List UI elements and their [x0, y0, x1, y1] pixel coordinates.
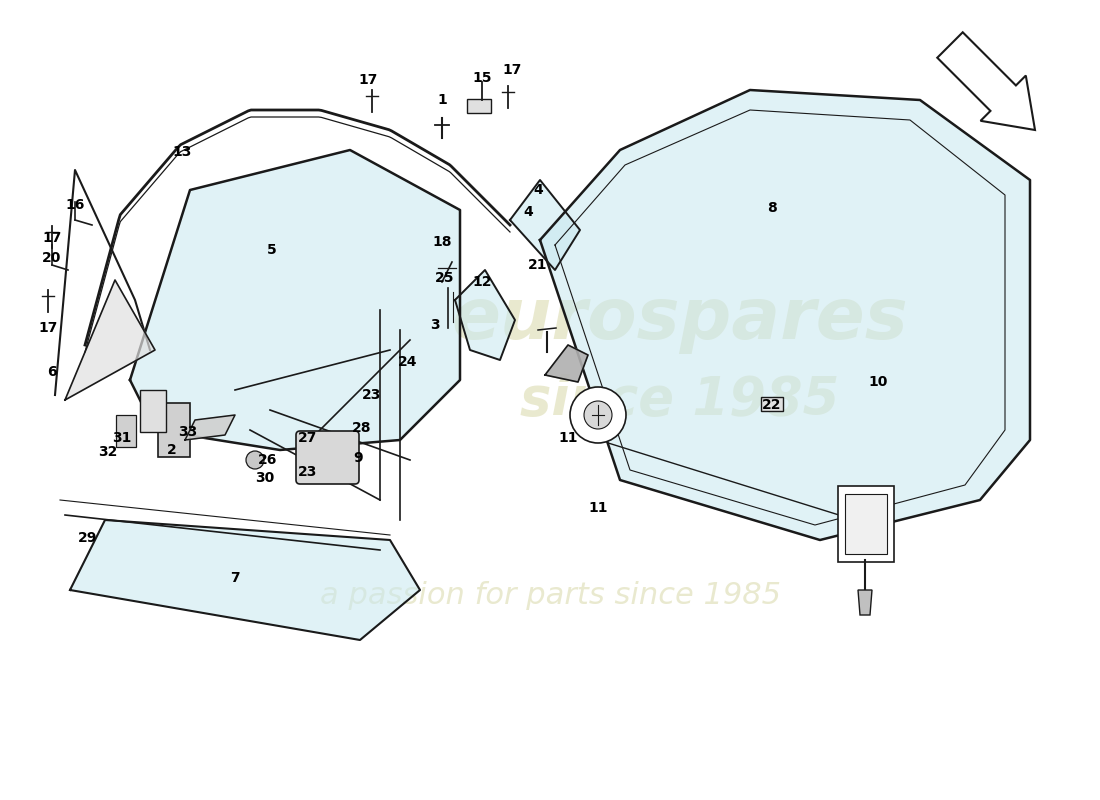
- Text: 25: 25: [436, 271, 454, 285]
- Polygon shape: [510, 180, 580, 270]
- Text: 18: 18: [432, 235, 452, 249]
- Text: 5: 5: [267, 243, 277, 257]
- FancyBboxPatch shape: [845, 494, 887, 554]
- Polygon shape: [540, 90, 1030, 540]
- Text: 3: 3: [430, 318, 440, 332]
- Polygon shape: [130, 150, 460, 450]
- Text: 22: 22: [762, 398, 782, 412]
- Text: 13: 13: [173, 145, 191, 159]
- FancyBboxPatch shape: [296, 431, 359, 484]
- Text: 10: 10: [868, 375, 888, 389]
- Text: 16: 16: [65, 198, 85, 212]
- Text: 23: 23: [362, 388, 382, 402]
- Polygon shape: [937, 32, 1035, 130]
- FancyBboxPatch shape: [116, 415, 136, 447]
- Text: 32: 32: [98, 445, 118, 459]
- Text: 17: 17: [42, 231, 62, 245]
- Text: 30: 30: [255, 471, 275, 485]
- Circle shape: [570, 387, 626, 443]
- Text: 1: 1: [437, 93, 447, 107]
- Text: 28: 28: [352, 421, 372, 435]
- Text: since 1985: since 1985: [520, 374, 839, 426]
- Text: 17: 17: [39, 321, 57, 335]
- Text: 31: 31: [112, 431, 132, 445]
- FancyBboxPatch shape: [838, 486, 894, 562]
- Text: 24: 24: [398, 355, 418, 369]
- Polygon shape: [70, 520, 420, 640]
- Polygon shape: [544, 345, 588, 382]
- Text: 15: 15: [472, 71, 492, 85]
- Text: 27: 27: [298, 431, 318, 445]
- Text: 4: 4: [524, 205, 532, 219]
- Polygon shape: [65, 280, 155, 400]
- FancyBboxPatch shape: [140, 390, 166, 432]
- Text: 6: 6: [47, 365, 57, 379]
- FancyBboxPatch shape: [468, 99, 491, 113]
- Text: 29: 29: [78, 531, 98, 545]
- Text: 9: 9: [353, 451, 363, 465]
- Circle shape: [246, 451, 264, 469]
- Text: eurospares: eurospares: [452, 286, 909, 354]
- FancyBboxPatch shape: [761, 397, 783, 411]
- Text: 4: 4: [534, 183, 543, 197]
- Text: 33: 33: [178, 425, 198, 439]
- Text: 17: 17: [503, 63, 521, 77]
- Text: 7: 7: [230, 571, 240, 585]
- Text: 11: 11: [588, 501, 607, 515]
- FancyBboxPatch shape: [158, 403, 190, 457]
- Text: a passion for parts since 1985: a passion for parts since 1985: [319, 581, 781, 610]
- Text: 11: 11: [558, 431, 578, 445]
- Text: 17: 17: [359, 73, 377, 87]
- Polygon shape: [455, 270, 515, 360]
- Text: 26: 26: [258, 453, 277, 467]
- Text: 2: 2: [167, 443, 177, 457]
- Text: 23: 23: [298, 465, 318, 479]
- Text: 20: 20: [42, 251, 62, 265]
- Text: 8: 8: [767, 201, 777, 215]
- Text: 21: 21: [528, 258, 548, 272]
- Text: 12: 12: [472, 275, 492, 289]
- Circle shape: [584, 401, 612, 429]
- Polygon shape: [185, 415, 235, 440]
- Polygon shape: [858, 590, 872, 615]
